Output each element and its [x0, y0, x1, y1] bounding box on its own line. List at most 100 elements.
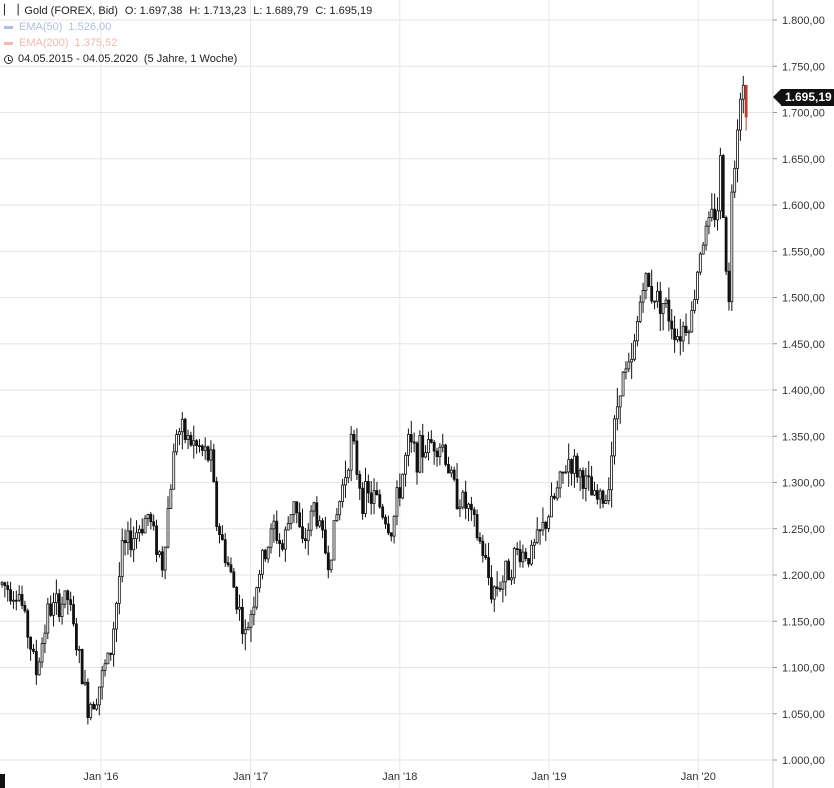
ema50-legend[interactable]: EMA(50) 1.526,00 [4, 19, 379, 35]
candle-body [544, 521, 548, 529]
candle-body [441, 444, 445, 448]
candle-body [229, 564, 233, 573]
candle-body [561, 471, 565, 474]
candle-body [95, 704, 98, 710]
x-tick-label: Jan '20 [681, 771, 716, 783]
candle-body [292, 501, 296, 515]
candle-body [535, 529, 539, 544]
candle-body [178, 431, 181, 435]
candle-body [647, 273, 651, 287]
candle-body [515, 548, 519, 550]
candle-body [66, 590, 70, 601]
candle-body [696, 271, 699, 300]
candle-body [538, 529, 542, 532]
candle-body [690, 309, 694, 333]
candle-body [564, 471, 568, 474]
candle-body [17, 594, 21, 601]
candle-body [650, 286, 654, 302]
candle-body [160, 551, 164, 571]
candle-body [570, 459, 573, 474]
candle-body [684, 325, 688, 334]
candle-body [75, 623, 78, 651]
ema200-label: EMA(200) [19, 37, 69, 49]
candle-body [532, 542, 536, 546]
candle-body [29, 636, 33, 650]
candle-body [633, 340, 636, 360]
x-tick-label: Jan '18 [382, 771, 417, 783]
candle-body [678, 336, 682, 342]
candle-body [112, 628, 116, 655]
candle-body [386, 523, 390, 534]
candle-body [189, 435, 193, 446]
y-tick-label: 1.450,00 [782, 339, 825, 351]
candle-body [80, 649, 84, 685]
candle-body [301, 526, 304, 540]
candle-body [375, 490, 379, 496]
candle-body [464, 491, 468, 509]
candle-body [739, 98, 742, 131]
candle-body [335, 514, 339, 522]
candle-body [352, 433, 356, 442]
candle-body [510, 577, 513, 581]
candle-body [667, 299, 671, 322]
candle-body [295, 501, 299, 514]
candle-body [180, 418, 184, 433]
chart-legend: ▏▕ Gold (FOREX, Bid) O: 1.697,38 H: 1.71… [4, 3, 379, 67]
candle-body [498, 588, 502, 590]
candle-body [266, 546, 270, 560]
ema200-legend[interactable]: EMA(200) 1.375,52 [4, 35, 379, 51]
candle-body [117, 576, 121, 604]
candle-body [52, 602, 55, 616]
resize-handle[interactable] [0, 774, 5, 788]
y-tick-label: 1.200,00 [782, 570, 825, 582]
candle-body [195, 440, 199, 446]
candle-body [306, 529, 310, 542]
candle-body [721, 155, 725, 218]
candle-body [186, 435, 190, 440]
candle-body [272, 520, 276, 530]
candle-body [578, 470, 582, 478]
candle-body [664, 299, 668, 304]
candle-body [366, 481, 370, 494]
candle-body [132, 538, 136, 551]
candle-body [656, 290, 659, 302]
candle-body [518, 548, 522, 563]
candle-body [610, 455, 614, 491]
candle-body [261, 549, 264, 575]
candle-body [541, 521, 545, 531]
candle-body [601, 490, 605, 504]
candle-body [521, 551, 525, 563]
candle-body [495, 586, 499, 589]
candle-body [83, 681, 87, 685]
y-tick-label: 1.550,00 [782, 246, 825, 258]
candle-body [698, 253, 702, 273]
y-tick-label: 1.150,00 [782, 616, 825, 628]
candle-body [123, 540, 127, 544]
candle-body [404, 454, 407, 475]
y-tick-label: 1.600,00 [782, 200, 825, 212]
candle-body [644, 273, 648, 291]
candle-body [206, 446, 210, 461]
candle-body [77, 649, 81, 651]
candlestick-type-icon[interactable]: ▏▕ [4, 5, 18, 16]
candle-body [100, 670, 104, 688]
candle-body [558, 471, 562, 489]
y-tick-label: 1.000,00 [782, 755, 825, 767]
candle-body [501, 581, 505, 590]
candle-body [220, 534, 224, 541]
candle-body [490, 577, 493, 600]
candle-body [384, 516, 387, 525]
candle-body [255, 587, 259, 608]
candle-body [704, 225, 708, 246]
candle-body [455, 478, 459, 509]
candle-body [584, 475, 588, 489]
candle-body [32, 648, 35, 652]
candle-body [338, 501, 342, 516]
candle-body [507, 560, 510, 581]
candle-body [149, 513, 153, 523]
candle-body [567, 459, 571, 473]
candle-body [524, 551, 528, 559]
candle-body [435, 450, 439, 458]
instrument-name: Gold (FOREX, Bid) [24, 5, 118, 17]
